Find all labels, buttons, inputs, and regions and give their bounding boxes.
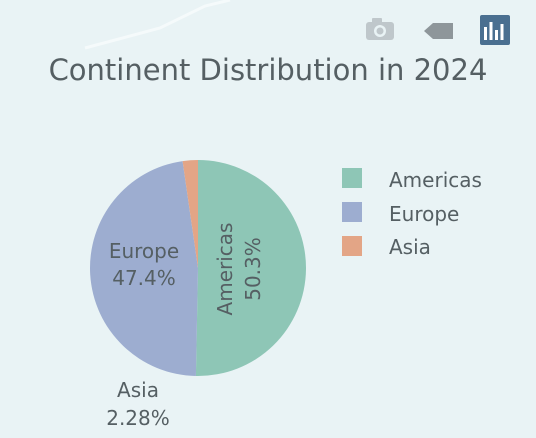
slice-label-europe: Europe <box>109 239 179 263</box>
pie-slice-europe[interactable] <box>90 161 198 376</box>
legend-item-asia[interactable]: Asia <box>342 235 431 259</box>
camera-icon[interactable] <box>366 18 394 40</box>
legend-swatch-asia <box>342 236 362 256</box>
legend-swatch-europe <box>342 202 362 222</box>
slice-labels: Americas 50.3% Europe 47.4% Asia 2.28% <box>106 223 265 430</box>
chart-title: Continent Distribution in 2024 <box>49 53 488 87</box>
pie-slices <box>90 159 307 377</box>
slice-value-americas: 50.3% <box>241 237 265 301</box>
slice-label-americas: Americas <box>213 223 237 316</box>
legend-label-americas: Americas <box>389 168 482 192</box>
slice-value-asia: 2.28% <box>106 406 170 430</box>
slice-label-asia: Asia <box>117 378 159 402</box>
legend-item-americas[interactable]: Americas <box>342 168 482 192</box>
legend-label-europe: Europe <box>389 202 459 226</box>
bar-chart-icon[interactable] <box>480 15 510 45</box>
legend-swatch-americas <box>342 168 362 188</box>
slice-value-europe: 47.4% <box>112 266 176 290</box>
legend: Americas Europe Asia <box>342 168 482 259</box>
tag-icon[interactable] <box>424 23 453 39</box>
legend-item-europe[interactable]: Europe <box>342 202 459 226</box>
pie-slice-asia[interactable] <box>182 160 198 268</box>
pie-slice-americas[interactable] <box>195 159 307 377</box>
legend-label-asia: Asia <box>389 235 431 259</box>
background-decoration <box>84 0 231 50</box>
